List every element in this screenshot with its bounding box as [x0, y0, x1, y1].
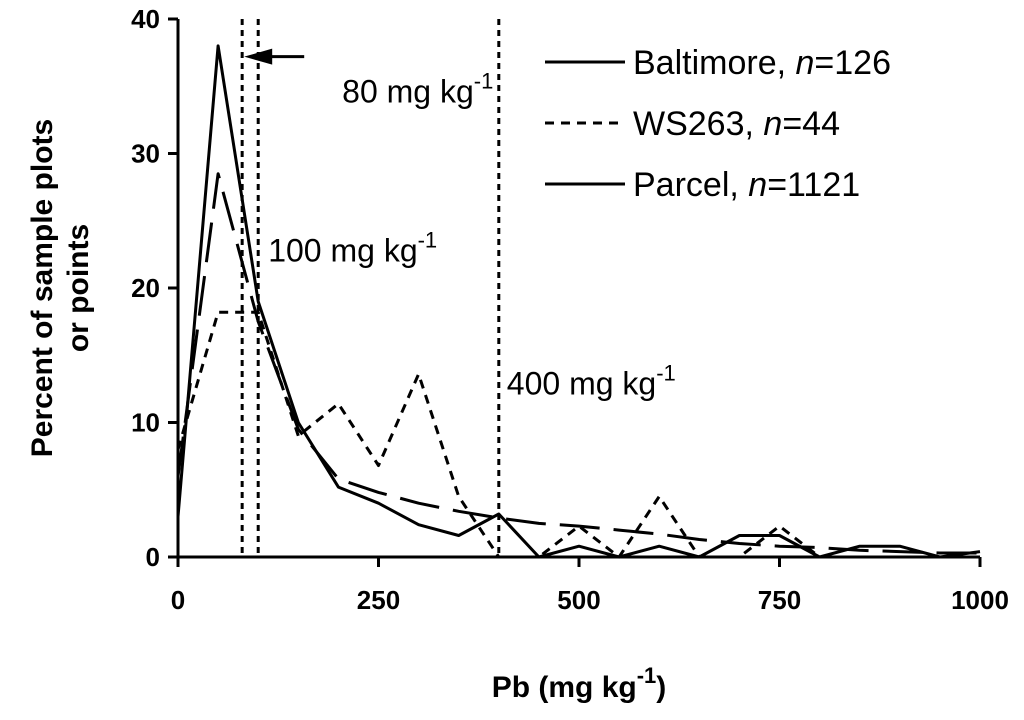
- reference-lines: [240, 19, 501, 557]
- annotation-80: 80 mg kg-1: [342, 69, 493, 110]
- annotation-100: 100 mg kg-1: [268, 228, 437, 269]
- y-tick-label-4: 40: [131, 4, 160, 34]
- annotation-400: 400 mg kg-1: [507, 361, 676, 402]
- y-tick-label-0: 0: [146, 542, 160, 572]
- x-axis-title: Pb (mg kg-1): [492, 663, 667, 704]
- annotations: 80 mg kg-1 100 mg kg-1 400 mg kg-1: [244, 48, 676, 402]
- legend-label-parcel: Parcel, n=1121: [633, 166, 860, 204]
- y-tick-label-2: 20: [131, 273, 160, 303]
- x-tick-label-1: 250: [357, 585, 400, 615]
- legend: Baltimore, n=126 WS263, n=44 Parcel, n=1…: [545, 44, 891, 204]
- series-lines: [176, 44, 981, 559]
- x-tick-label-2: 500: [557, 585, 600, 615]
- legend-label-baltimore: Baltimore, n=126: [633, 44, 891, 82]
- y-tick-label-3: 30: [131, 139, 160, 169]
- series-line-ws263: [176, 310, 980, 559]
- annotation-arrow-head: [244, 48, 273, 65]
- plot-area: [176, 19, 980, 559]
- x-tick-label-4: 1000: [951, 585, 1009, 615]
- y-axis-title: Percent of sample plots or points: [26, 119, 95, 457]
- y-axis-title-line1: Percent of sample plots: [26, 119, 59, 457]
- series-line-parcel: [176, 172, 980, 555]
- x-tick-label-0: 0: [171, 585, 185, 615]
- ticks: 0 250 500 750 1000 0 10 20 30 40: [131, 4, 1009, 615]
- y-axis-title-line2: or points: [62, 224, 95, 352]
- legend-label-ws263: WS263, n=44: [633, 105, 840, 143]
- y-tick-label-1: 10: [131, 408, 160, 438]
- x-tick-label-3: 750: [758, 585, 801, 615]
